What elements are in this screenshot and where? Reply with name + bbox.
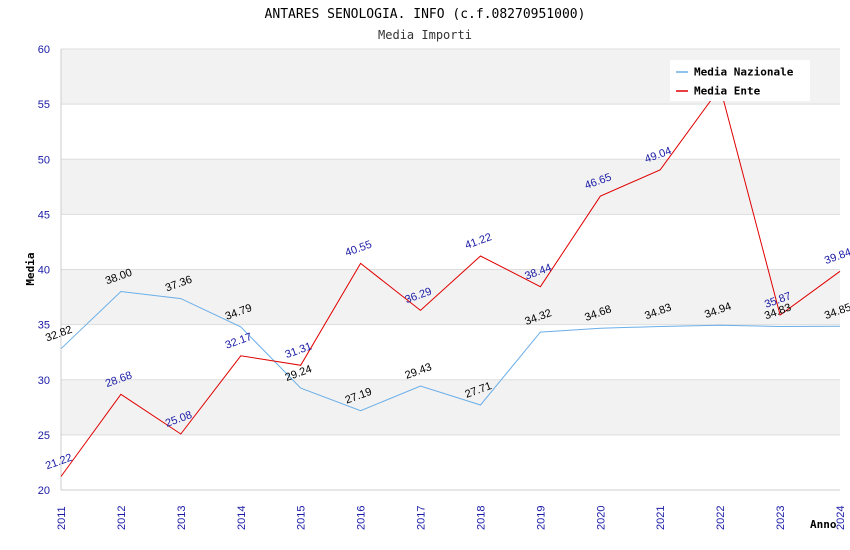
plot-band bbox=[61, 434, 840, 490]
plot-band bbox=[61, 104, 840, 160]
x-tick-label: 2019 bbox=[535, 506, 547, 530]
plot-band bbox=[61, 214, 840, 270]
y-tick-label: 55 bbox=[38, 99, 50, 111]
plot-background bbox=[61, 49, 840, 490]
y-tick-label: 20 bbox=[38, 485, 50, 497]
x-tick-label: 2014 bbox=[236, 506, 248, 530]
y-tick-label: 25 bbox=[38, 430, 50, 442]
x-tick-label: 2011 bbox=[56, 506, 68, 530]
series-line-media-ente bbox=[60, 86, 841, 477]
y-tick-label: 45 bbox=[38, 209, 50, 221]
legend-entry: Media Ente bbox=[694, 85, 761, 98]
plot-band bbox=[61, 269, 840, 325]
legend-box bbox=[670, 60, 810, 101]
plot-band bbox=[61, 324, 840, 380]
series-lines bbox=[60, 86, 841, 477]
y-axis-label: Media bbox=[24, 252, 37, 285]
plot-band bbox=[61, 379, 840, 435]
chart-title: ANTARES SENOLOGIA. INFO (c.f.08270951000… bbox=[265, 7, 586, 22]
y-tick-label: 60 bbox=[38, 44, 50, 56]
x-tick-label: 2023 bbox=[775, 506, 787, 530]
x-axis-ticks: 2011 2012 2013 2014 2015 2016 2017 2018 2019 2020… bbox=[56, 506, 847, 530]
series-line-media-nazionale bbox=[60, 290, 841, 412]
y-tick-label: 30 bbox=[38, 375, 50, 387]
grid-lines bbox=[60, 48, 840, 491]
chart-subtitle: Media Importi bbox=[378, 28, 472, 42]
x-tick-label: 2012 bbox=[116, 506, 128, 530]
y-axis-ticks: 20 25 30 35 40 45 50 55 60 bbox=[38, 44, 50, 497]
x-tick-label: 2016 bbox=[356, 506, 368, 530]
x-tick-label: 2020 bbox=[595, 506, 607, 530]
y-tick-label: 50 bbox=[38, 154, 50, 166]
x-tick-label: 2022 bbox=[715, 506, 727, 530]
x-tick-label: 2018 bbox=[475, 506, 487, 530]
x-axis-label: Anno bbox=[810, 518, 837, 531]
x-tick-label: 2024 bbox=[835, 506, 847, 530]
y-tick-label: 40 bbox=[38, 265, 50, 277]
legend-entry: Media Nazionale bbox=[694, 66, 794, 79]
legend: Media Nazionale Media Ente bbox=[670, 60, 810, 101]
x-tick-label: 2013 bbox=[176, 506, 188, 530]
x-tick-label: 2015 bbox=[296, 506, 308, 530]
y-tick-label: 35 bbox=[38, 320, 50, 332]
x-tick-label: 2017 bbox=[416, 506, 428, 530]
x-tick-label: 2021 bbox=[655, 506, 667, 530]
plot-band bbox=[61, 159, 840, 215]
